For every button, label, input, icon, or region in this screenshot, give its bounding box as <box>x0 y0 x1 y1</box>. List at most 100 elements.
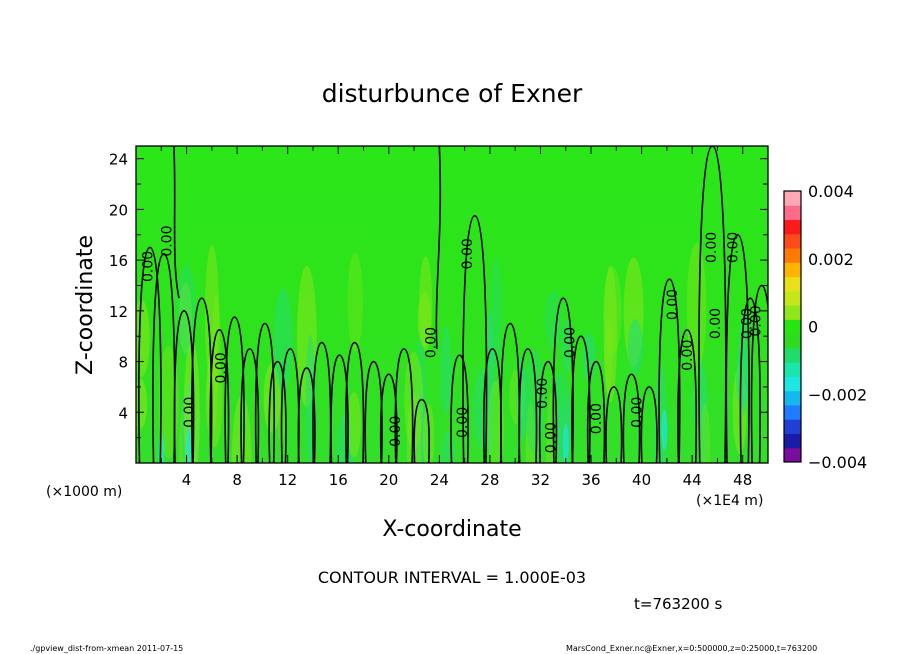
contour-label: 0.00 <box>563 327 579 358</box>
contour-line <box>379 373 398 463</box>
colorbar-tick-label: 0 <box>808 318 818 337</box>
x-tick-label: 16 <box>329 471 348 489</box>
shading-blob-cyan <box>562 423 569 463</box>
x-tick-label: 44 <box>683 471 702 489</box>
y-axis-ticks: 4 8 12 16 20 24 <box>109 151 768 439</box>
shading-blob <box>205 244 220 385</box>
contour-label: 0.00 <box>708 308 724 339</box>
contour-line <box>538 360 558 463</box>
contour-line <box>240 348 260 463</box>
contour-label: 0.00 <box>535 378 551 409</box>
contour-line <box>450 354 469 463</box>
contour-line <box>435 146 442 349</box>
contour-line <box>364 360 383 463</box>
colorbar-swatch <box>784 404 801 420</box>
contour-line <box>138 246 162 463</box>
contour-line <box>677 329 698 463</box>
colorbar-swatch <box>784 191 801 206</box>
contour-line <box>605 386 623 463</box>
contour-line <box>698 146 727 463</box>
shading-blob <box>525 402 536 463</box>
x-tick-label: 32 <box>531 471 550 489</box>
contour-label: 0.00 <box>214 352 230 383</box>
colorbar-ticks: 0.004 0.002 0 −0.002 −0.004 <box>808 182 867 472</box>
contour-line <box>297 367 316 463</box>
colorbar-tick-label: 0.004 <box>808 182 854 201</box>
time-text: t=763200 s <box>634 595 722 613</box>
colorbar-swatch <box>784 433 801 449</box>
contour-line <box>739 297 761 463</box>
shading-blob <box>263 363 281 433</box>
shading-blob <box>473 369 491 448</box>
colorbar-swatch <box>784 376 801 392</box>
contour-line <box>518 348 538 463</box>
y-tick-label: 24 <box>109 151 128 169</box>
contour-line <box>462 214 488 463</box>
contour-label: 0.00 <box>544 422 560 453</box>
colorbar-frame <box>783 190 802 463</box>
shading-blob <box>691 383 703 430</box>
x-tick-label: 24 <box>430 471 449 489</box>
shading-blob <box>544 290 563 349</box>
contour-label-group: 0.000.000.000.000.000.000.000.00 0.000.00… <box>140 226 764 454</box>
colorbar-swatch <box>784 333 801 349</box>
contour-label: 0.00 <box>140 251 156 282</box>
colorbar <box>783 190 802 463</box>
contour-line <box>622 373 641 463</box>
contour-line <box>173 310 195 463</box>
contour-line <box>750 284 768 463</box>
x-scale-note: (×1E4 m) <box>696 493 763 509</box>
contour-label: 0.00 <box>740 308 756 339</box>
plot-frame <box>135 145 769 464</box>
contour-label: 0.00 <box>388 416 404 447</box>
footer-left: ./gpview_dist-from-xmean 2011-07-15 <box>30 644 183 653</box>
chart-title: disturbunce of Exner <box>322 79 583 108</box>
contour-line <box>152 252 176 463</box>
contour-label: 0.00 <box>424 327 440 358</box>
colorbar-swatch <box>784 319 801 335</box>
y-tick-label: 20 <box>109 201 128 219</box>
colorbar-tick-label: −0.002 <box>808 385 867 404</box>
shading-blob <box>561 319 573 374</box>
contour-label: 0.00 <box>748 305 764 336</box>
colorbar-swatch <box>784 219 801 235</box>
y-tick-label: 4 <box>118 404 128 422</box>
shading-blob <box>699 404 711 463</box>
shading-blob <box>485 311 495 455</box>
y-tick-label: 12 <box>109 303 128 321</box>
contour-line <box>224 316 245 463</box>
colorbar-tick-label: −0.004 <box>808 453 867 472</box>
contour-label: 0.00 <box>460 238 476 269</box>
colorbar-swatch <box>784 248 801 263</box>
shading-blob <box>419 256 433 351</box>
contour-label: 0.00 <box>704 232 720 263</box>
x-unit-label: (×1000 m) <box>46 484 122 500</box>
contour-label: 0.00 <box>159 226 175 257</box>
contour-label: 0.00 <box>455 407 471 438</box>
contour-interval-text: CONTOUR INTERVAL = 1.000E-03 <box>318 568 586 587</box>
colorbar-swatch <box>784 305 801 320</box>
colorbar-swatch <box>784 205 801 221</box>
contour-line <box>330 354 349 463</box>
shading-blob-cyan <box>661 410 668 451</box>
y-axis-label: Z-coordinate <box>73 235 98 375</box>
y-tick-label: 8 <box>118 354 128 372</box>
colorbar-tick-label: 0.002 <box>808 250 854 269</box>
x-tick-label: 40 <box>632 471 651 489</box>
colorbar-swatch <box>784 419 801 434</box>
x-tick-label: 12 <box>278 471 297 489</box>
contour-label: 0.00 <box>665 289 681 320</box>
plot-area: 0.000.000.000.000.000.000.000.00 0.000.00… <box>136 146 768 463</box>
shading-blob <box>273 288 293 394</box>
contour-line <box>571 335 591 463</box>
contour-line <box>394 348 414 463</box>
contour-line <box>413 398 430 463</box>
contour-label: 0.00 <box>630 397 646 428</box>
y-tick-label: 16 <box>109 252 128 270</box>
contour-label: 0.00 <box>726 232 742 263</box>
shading-blob <box>179 282 193 354</box>
shading-blob <box>487 380 504 463</box>
contour-label: 0.00 <box>182 397 198 428</box>
colorbar-swatch <box>784 276 801 292</box>
contour-label: 0.00 <box>589 403 605 434</box>
